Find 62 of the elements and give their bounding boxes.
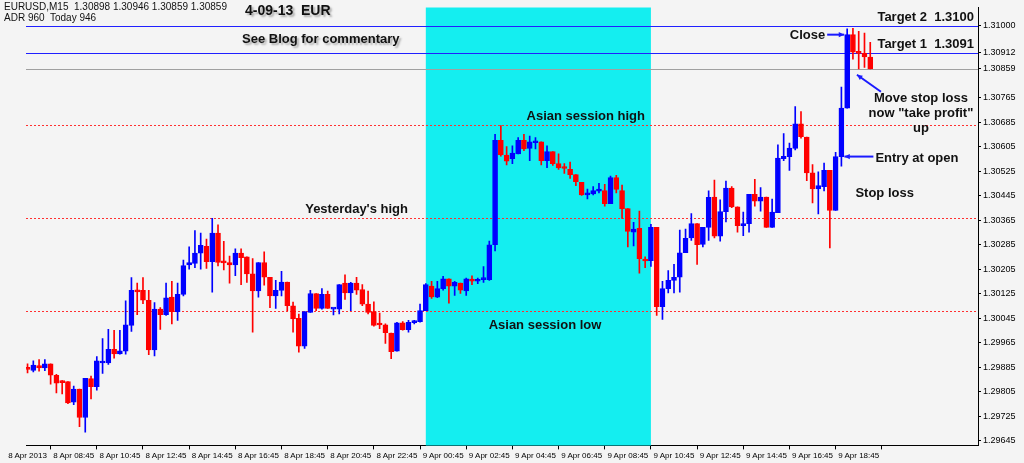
text: See Blog for commentary bbox=[242, 31, 400, 46]
candlestick bbox=[272, 279, 279, 309]
x-tick-label: 9 Apr 12:45 bbox=[699, 451, 742, 461]
y-tick-label: 1.30285 bbox=[983, 239, 1016, 250]
y-tick-label: 1.29645 bbox=[983, 435, 1016, 446]
y-tick-label: 1.29725 bbox=[983, 410, 1016, 421]
y-tick-label: 1.30912 bbox=[983, 47, 1016, 58]
y-tick-label: 1.29965 bbox=[983, 337, 1016, 348]
candlestick bbox=[157, 307, 164, 330]
y-tick-label: 1.30859 bbox=[983, 63, 1016, 74]
x-tick-label: 8 Apr 20:45 bbox=[330, 451, 372, 461]
y-tick-label: 1.30765 bbox=[983, 92, 1016, 103]
x-tick-label: 9 Apr 00:45 bbox=[422, 451, 465, 461]
y-tick-label: 1.30205 bbox=[983, 263, 1016, 274]
y-tick-label: 1.30685 bbox=[983, 116, 1016, 127]
ref-line-label: Asian session high bbox=[526, 108, 646, 124]
candlestick bbox=[111, 329, 117, 359]
x-tick-label: 9 Apr 10:45 bbox=[653, 451, 696, 461]
x-tick-label: 8 Apr 08:45 bbox=[53, 451, 95, 461]
candlestick bbox=[855, 30, 862, 70]
x-tick-label: 8 Apr 14:45 bbox=[191, 451, 234, 461]
candlestick bbox=[36, 359, 42, 372]
candlestick bbox=[238, 248, 244, 285]
x-tick-label: 9 Apr 08:45 bbox=[607, 451, 649, 461]
candlestick bbox=[186, 246, 192, 270]
x-tick-label: 9 Apr 14:45 bbox=[745, 451, 788, 461]
annotation: ADR 960 Today 946 bbox=[4, 12, 97, 23]
y-tick-label: 1.30365 bbox=[983, 214, 1016, 225]
ref-line-label: Asian session low bbox=[488, 316, 603, 332]
x-tick-label: 8 Apr 2013 bbox=[8, 451, 48, 461]
x-tick-label: 9 Apr 02:45 bbox=[468, 451, 511, 461]
annotation: EURUSD,M15 1.30898 1.30946 1.30859 1.30859 bbox=[4, 1, 228, 12]
ref-line-label: Yesterday's high bbox=[305, 201, 409, 217]
candlestick bbox=[117, 329, 123, 355]
candlestick bbox=[671, 264, 677, 294]
y-tick-label: 1.29805 bbox=[983, 386, 1016, 397]
x-tick-label: 8 Apr 16:45 bbox=[237, 451, 280, 461]
ref-line-label: Target 2 1.3100 bbox=[877, 8, 974, 24]
x-tick-label: 8 Apr 10:45 bbox=[99, 451, 141, 461]
x-tick-label: 8 Apr 12:45 bbox=[145, 451, 188, 461]
candlestick bbox=[197, 232, 204, 270]
ref-line-label: Target 1 1.3091 bbox=[877, 35, 974, 51]
y-tick-label: 1.30125 bbox=[983, 288, 1016, 299]
y-tick-label: 1.29885 bbox=[983, 361, 1016, 372]
candlestick bbox=[740, 211, 747, 236]
y-tick-label: 1.30605 bbox=[983, 141, 1016, 152]
annotation: Entry at open bbox=[875, 149, 959, 165]
x-tick-label: 9 Apr 06:45 bbox=[561, 451, 603, 461]
x-tick-label: 8 Apr 22:45 bbox=[376, 451, 418, 461]
x-tick-label: 9 Apr 04:45 bbox=[515, 451, 557, 461]
y-tick-label: 1.31000 bbox=[983, 20, 1016, 31]
annotation: Stop loss bbox=[855, 184, 914, 200]
annotation: Move stop loss now "take profit" up bbox=[868, 89, 974, 135]
x-tick-label: 8 Apr 18:45 bbox=[284, 451, 326, 461]
y-tick-label: 1.30045 bbox=[983, 312, 1016, 323]
candlestick bbox=[815, 171, 822, 215]
annotation: Close bbox=[789, 26, 826, 42]
y-tick-label: 1.30525 bbox=[983, 165, 1016, 176]
x-tick-label: 9 Apr 16:45 bbox=[792, 451, 834, 461]
x-tick-label: 9 Apr 18:45 bbox=[838, 451, 880, 461]
y-tick-label: 1.30445 bbox=[983, 190, 1016, 201]
chart-title: 4-09-13 EUR bbox=[245, 2, 331, 18]
